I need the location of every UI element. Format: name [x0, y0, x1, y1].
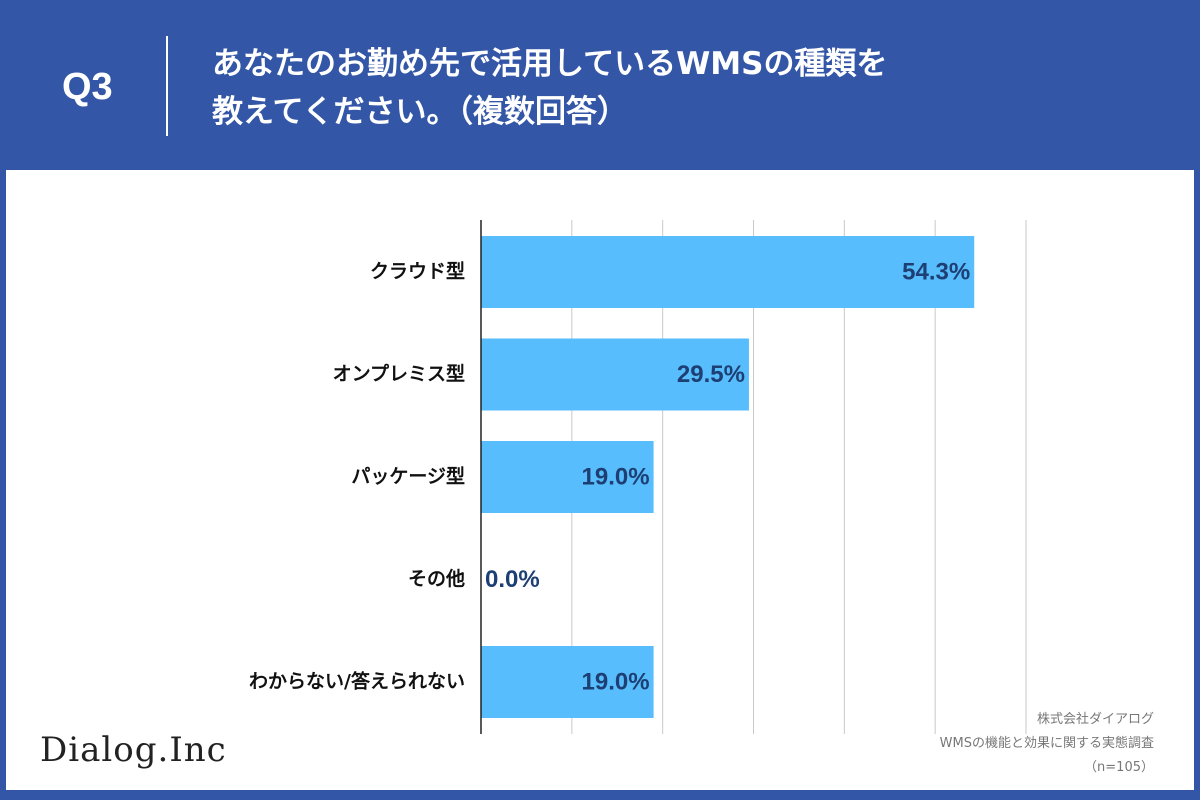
chart-panel: クラウド型 54.3% オンプレミス型 29.5% パッケージ型 19.0% その他 0.0%…: [6, 170, 1194, 790]
question-number: Q3: [62, 66, 113, 108]
header-divider: [166, 36, 168, 136]
bar: [481, 236, 975, 308]
category-label: クラウド型: [370, 260, 465, 283]
bar: [481, 646, 654, 718]
bar: [481, 441, 654, 513]
source-note: 株式会社ダイアログ WMSの機能と効果に関する実態調査 （n=105）: [940, 708, 1154, 780]
source-survey: WMSの機能と効果に関する実態調査: [939, 736, 1154, 751]
data-label: 29.5%: [677, 361, 745, 388]
question-title-line-2: 教えてください。（複数回答）: [212, 94, 629, 130]
category-label: その他: [408, 567, 465, 590]
question-title: あなたのお勤め先で活用しているWMSの種類を 教えてください。（複数回答）: [212, 40, 1112, 136]
category-label: オンプレミス型: [333, 362, 465, 385]
data-label: 19.0%: [582, 463, 650, 490]
bar: [481, 338, 749, 411]
data-label: 0.0%: [485, 566, 540, 593]
bar-chart: クラウド型 54.3% オンプレミス型 29.5% パッケージ型 19.0% その他 0.0%…: [249, 220, 1027, 734]
data-label: 54.3%: [902, 258, 970, 285]
sample-size: （n=105）: [1084, 760, 1154, 775]
category-label: パッケージ型: [351, 465, 465, 488]
question-title-line-1: あなたのお勤め先で活用しているWMSの種類を: [212, 46, 888, 82]
source-company: 株式会社ダイアログ: [1036, 712, 1154, 727]
header: Q3 あなたのお勤め先で活用しているWMSの種類を 教えてください。（複数回答）: [0, 0, 1200, 170]
category-label: わからない/答えられない: [249, 670, 465, 693]
company-logo: Dialog.Inc: [40, 730, 227, 770]
data-label: 19.0%: [582, 668, 650, 695]
